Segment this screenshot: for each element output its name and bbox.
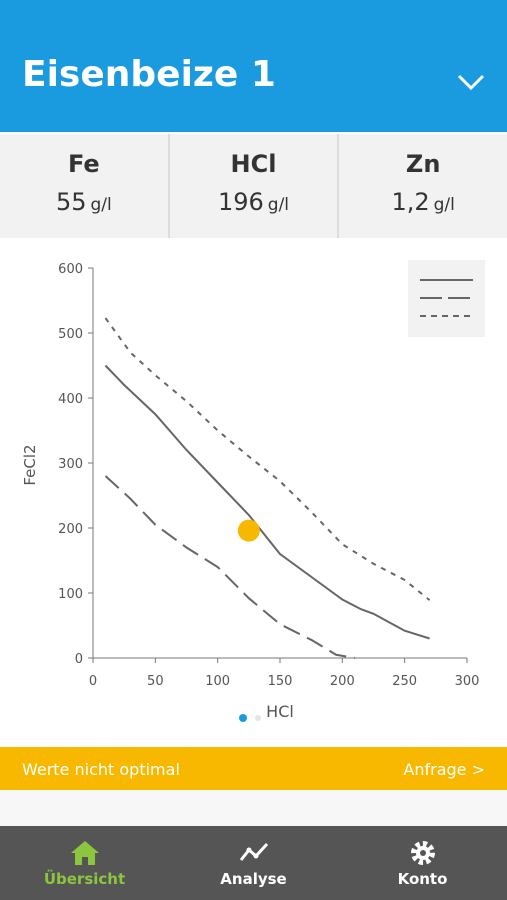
y-tick-label: 0 — [75, 652, 83, 667]
metric-unit: g/l — [90, 195, 112, 215]
analysis-icon — [239, 842, 268, 861]
page-indicator[interactable] — [239, 714, 247, 722]
metric: HCl 196 g/l — [170, 134, 340, 238]
metric-unit: g/l — [267, 195, 290, 215]
x-axis-label: HCl — [266, 702, 294, 721]
x-tick-label: 50 — [147, 674, 164, 689]
banner-message: Werte nicht optimal — [22, 760, 180, 779]
y-axis-label: FeCl2 — [21, 444, 39, 485]
dropdown-toggle[interactable] — [456, 72, 486, 92]
x-tick-label: 0 — [89, 674, 97, 689]
x-tick-label: 250 — [392, 674, 417, 689]
x-tick-label: 200 — [330, 674, 355, 689]
x-tick-label: 300 — [455, 674, 480, 689]
nav-item[interactable]: Übersicht — [0, 826, 169, 900]
metric-value: 1,2 — [391, 188, 430, 216]
y-tick-label: 400 — [58, 392, 83, 407]
y-tick-label: 500 — [58, 327, 83, 342]
metric: Zn 1,2 g/l — [339, 134, 507, 238]
metric-value: 196 — [217, 188, 264, 216]
y-tick-label: 300 — [58, 457, 83, 472]
metrics-row: Fe 55 g/l HCl 196 g/l Zn 1,2 g/l — [0, 134, 507, 238]
metric-label: Fe — [67, 150, 100, 178]
metric-unit: g/l — [433, 195, 455, 215]
spacer — [0, 790, 507, 826]
series-line — [104, 317, 431, 601]
sample-point — [237, 519, 260, 542]
page-title: Eisenbeize 1 — [22, 54, 276, 95]
x-tick-label: 100 — [205, 674, 230, 689]
series-line — [104, 475, 355, 659]
header: Eisenbeize 1 — [0, 0, 507, 132]
nav-label: Übersicht — [43, 870, 126, 888]
legend-box[interactable] — [408, 260, 485, 337]
home-icon — [70, 841, 99, 865]
x-tick-label: 150 — [268, 674, 293, 689]
metric-label: Zn — [405, 150, 441, 178]
page-indicator[interactable] — [255, 715, 261, 721]
chart: FeCl2 HCl 0 100 200 300 400 500 600 0 50 100 150 20… — [21, 260, 485, 722]
metric: Fe 55 g/l — [0, 134, 170, 238]
chevron-icon — [457, 74, 485, 91]
warning-banner[interactable]: Werte nicht optimal Anfrage > — [0, 747, 507, 790]
nav-item[interactable]: Konto — [338, 826, 507, 900]
nav-label: Konto — [397, 870, 448, 888]
y-tick-label: 600 — [58, 262, 83, 277]
y-tick-label: 200 — [58, 522, 83, 537]
metric-value: 55 — [55, 188, 87, 216]
bottom-nav: Übersicht Analyse Konto — [0, 826, 507, 900]
metric-label: HCl — [230, 150, 277, 178]
nav-item[interactable]: Analyse — [169, 826, 338, 900]
settings-icon — [410, 841, 435, 865]
series-line — [104, 364, 430, 640]
banner-action[interactable]: Anfrage > — [403, 760, 485, 779]
y-tick-label: 100 — [58, 587, 83, 602]
nav-label: Analyse — [220, 870, 287, 888]
